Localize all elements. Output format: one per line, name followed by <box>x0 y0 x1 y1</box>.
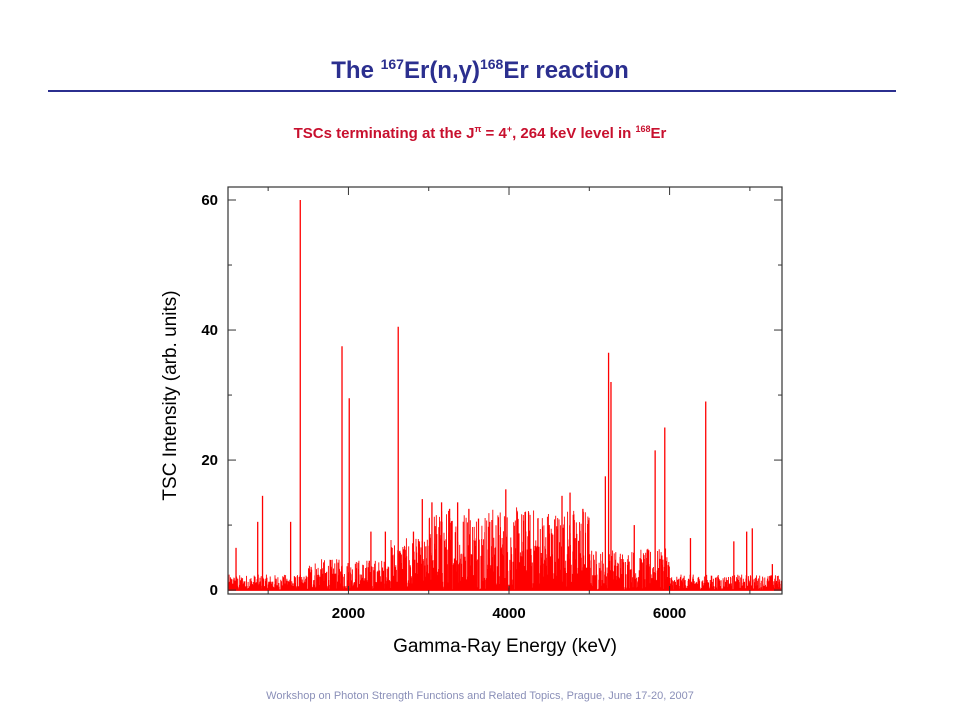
footer-text: Workshop on Photon Strength Functions an… <box>266 690 694 702</box>
y-tick-label: 40 <box>201 322 218 339</box>
x-tick-label: 2000 <box>332 605 365 622</box>
plot-frame <box>227 186 783 595</box>
x-axis-title: Gamma-Ray Energy (keV) <box>393 636 617 657</box>
subtitle-spin: = 4 <box>481 125 507 142</box>
x-tick-label: 6000 <box>653 605 686 622</box>
y-axis-title: TSC Intensity (arb. units) <box>160 290 181 500</box>
y-tick-label: 60 <box>201 192 218 209</box>
chart-subtitle: TSCs terminating at the Jπ = 4+, 264 keV… <box>0 124 960 142</box>
series-baseline-noise <box>227 507 783 591</box>
subtitle-plus: + <box>506 124 513 134</box>
title-divider <box>48 90 896 92</box>
y-tick-label: 20 <box>201 452 218 469</box>
series-tsc-spectrum <box>227 200 783 591</box>
slide-title: The 167Er(n,γ)168Er reaction <box>0 56 960 85</box>
subtitle-level: , 264 keV level in <box>512 125 636 142</box>
x-tick-label: 4000 <box>492 605 525 622</box>
y-tick-label: 0 <box>210 582 218 599</box>
subtitle-element: Er <box>650 125 667 142</box>
title-post: Er reaction <box>503 57 629 84</box>
title-mass-number-168: 168 <box>479 56 504 72</box>
title-pre: The <box>331 57 381 84</box>
axis-ticks: 2000 4000 6000 0 20 40 60 <box>201 187 782 622</box>
subtitle-mass-number: 168 <box>635 124 651 134</box>
title-reaction: Er(n,γ) <box>403 57 480 84</box>
subtitle-parity: π <box>474 124 482 134</box>
subtitle-pre: TSCs terminating at the J <box>293 125 475 142</box>
title-mass-number-167: 167 <box>380 56 404 72</box>
